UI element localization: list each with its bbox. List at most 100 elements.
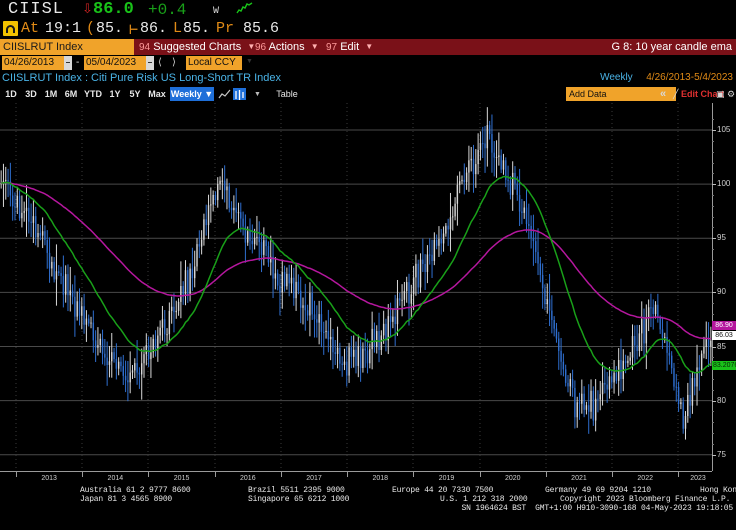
y-minor-tick [712, 119, 714, 121]
y-tick-mark [712, 238, 716, 240]
y-minor-tick [712, 205, 714, 207]
bloomberg-logo-icon [3, 21, 18, 36]
open-price: 85. [96, 20, 124, 37]
y-minor-tick [712, 151, 714, 153]
footer-session-info: SN 1964624 BST GMT+1:00 H910-3090-168 04… [461, 504, 734, 513]
period-button-3d[interactable]: 3D [25, 89, 37, 99]
at-time: 19:1 [45, 20, 82, 37]
high-bracket-icon: ⊢ [129, 22, 139, 39]
chevron-down-icon[interactable]: ▼ [254, 91, 261, 98]
y-minor-tick [712, 270, 714, 272]
x-tick-label: 2022 [637, 475, 653, 482]
menu-edit[interactable]: 97 Edit ▼ [326, 39, 373, 55]
x-tick-label: 2019 [438, 475, 455, 482]
y-axis-line [712, 103, 713, 471]
period-button-max[interactable]: Max [148, 89, 166, 99]
y-minor-tick [712, 433, 714, 435]
footer-contact: Japan 81 3 4565 8900 [80, 495, 173, 504]
chevron-left-icon[interactable]: ⟨ [158, 57, 162, 68]
x-tick-label: 2018 [372, 475, 389, 482]
pencil-icon[interactable]: ╱ [673, 89, 679, 99]
price-chart[interactable]: 105 100 95 90 85 80 75 86.03 86.90 83.2076 2013 20… [0, 103, 736, 485]
period-button-6m[interactable]: 6M [64, 89, 78, 99]
x-tick-mark [214, 471, 216, 477]
date-range-dash: - [76, 57, 80, 68]
security-description: CIISLRUT Index : Citi Pure Risk US Long-… [2, 72, 281, 84]
x-tick-mark [413, 471, 415, 477]
y-tick-mark [712, 454, 716, 456]
end-date-stepper[interactable] [146, 56, 154, 70]
period-button-ytd[interactable]: YTD [84, 89, 102, 99]
start-date-input[interactable]: 04/26/2013 [2, 56, 64, 70]
menu-actions[interactable]: 96 Actions ▼ [255, 39, 319, 55]
y-tick-label: 85 [717, 341, 726, 351]
footer: Australia 61 2 9777 8600 Brazil 5511 2395… [0, 485, 736, 530]
footer-contact: Brazil 5511 2395 9000 [248, 486, 345, 495]
y-minor-tick [712, 411, 714, 413]
y-minor-tick [712, 443, 714, 445]
y-minor-tick [712, 249, 714, 251]
last-price: 86.0 [93, 0, 134, 19]
security-input[interactable]: CIISLRUT Index [0, 39, 134, 55]
x-tick-label: 2013 [41, 475, 57, 482]
x-tick-mark [545, 471, 547, 477]
x-tick-mark [479, 471, 481, 477]
y-tick-mark [712, 130, 716, 132]
table-button[interactable]: Table [276, 89, 298, 99]
gear-icon[interactable]: ⚙ [727, 89, 736, 99]
period-button-1y[interactable]: 1Y [109, 89, 121, 99]
currency-select[interactable]: Local CCY [186, 56, 242, 70]
y-minor-tick [712, 389, 714, 391]
menu-suggested-charts[interactable]: 94 Suggested Charts ▼ [139, 39, 255, 55]
chevron-down-icon: ▼ [310, 42, 319, 51]
footer-contact: Australia 61 2 9777 8600 [80, 486, 191, 495]
double-chevron-left-icon[interactable]: « [660, 88, 667, 100]
chart-plot-area[interactable] [0, 103, 712, 471]
x-tick-label: 2014 [107, 475, 124, 482]
line-chart-icon[interactable] [218, 88, 231, 100]
period-button-5y[interactable]: 5Y [129, 89, 141, 99]
high-price: 86. [140, 20, 168, 37]
y-minor-tick [712, 195, 714, 196]
menu-label: Suggested Charts [153, 41, 242, 53]
footer-contact: Copyright 2023 Bloomberg Finance L.P. [560, 495, 731, 504]
chevron-down-icon: ▼ [365, 42, 374, 51]
y-minor-tick [712, 216, 714, 218]
x-tick-label: 2021 [571, 475, 587, 482]
add-data-input[interactable]: Add Data [566, 87, 676, 101]
x-tick-mark [148, 471, 150, 477]
y-tick-label: 100 [717, 179, 731, 189]
y-tick-mark [712, 400, 716, 402]
save-icon[interactable]: ▣ [716, 89, 725, 99]
x-tick-label: 2016 [240, 475, 256, 482]
y-minor-tick [712, 162, 714, 164]
chevron-down-icon[interactable]: ▼ [246, 58, 253, 65]
ticker-symbol[interactable]: CIISL [8, 0, 65, 19]
end-date-input[interactable]: 05/04/2023 [84, 56, 146, 70]
y-minor-tick [712, 173, 714, 175]
period-button-1d[interactable]: 1D [5, 89, 17, 99]
periodicity-select-weekly[interactable]: Weekly ▼ [170, 87, 214, 101]
start-date-stepper[interactable] [64, 56, 72, 70]
y-tick-label: 90 [717, 287, 726, 297]
price-tag-last: 86.03 [712, 330, 736, 340]
description-row: CIISLRUT Index : Citi Pure Risk US Long-… [0, 72, 736, 87]
edit-chart-button[interactable]: Edit Chart [681, 89, 725, 99]
low-price: 85. [183, 20, 211, 37]
x-tick-mark [347, 471, 349, 477]
prev-price: 85.6 [243, 20, 280, 37]
menu-number: 94 [139, 42, 151, 53]
at-label: At [21, 20, 40, 37]
price-tag-ema-short: 83.2076 [712, 361, 736, 371]
bar-chart-icon[interactable] [233, 88, 246, 100]
menu-label: Edit [340, 41, 360, 53]
quote-row: CIISL ⇩ 86.0 +0.4 W [0, 0, 736, 20]
period-button-1m[interactable]: 1M [44, 89, 58, 99]
chevron-right-icon[interactable]: ⟩ [172, 57, 176, 68]
footer-contact: Europe 44 20 7330 7500 [392, 486, 494, 495]
y-tick-label: 75 [717, 449, 726, 459]
y-minor-tick [712, 314, 714, 316]
y-minor-tick [712, 357, 714, 359]
y-tick-mark [712, 292, 716, 294]
date-range-label: 4/26/2013-5/4/2023 [646, 72, 733, 83]
